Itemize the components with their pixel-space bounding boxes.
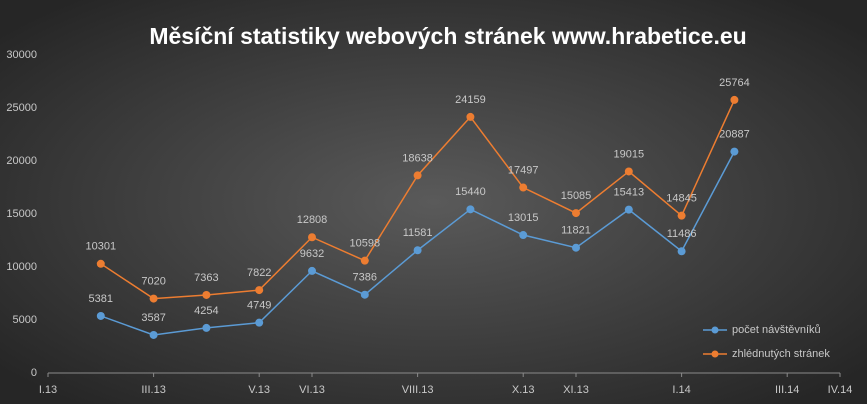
x-tick-label: XI.13 [563, 384, 589, 396]
data-label: 11581 [403, 227, 433, 239]
legend-label: počet návštěvníků [732, 324, 821, 336]
x-tick-label: I.14 [672, 384, 690, 396]
data-label: 17497 [508, 164, 539, 176]
data-label: 20887 [719, 129, 750, 141]
data-point [308, 233, 316, 242]
data-label: 15085 [561, 190, 592, 202]
data-label: 10301 [86, 241, 117, 253]
data-label: 19015 [614, 148, 645, 160]
data-label: 25764 [719, 77, 750, 89]
data-point [96, 311, 105, 320]
x-tick-label: VIII.13 [402, 384, 434, 396]
data-label: 12808 [297, 214, 328, 226]
data-point [255, 286, 264, 295]
data-point [202, 323, 211, 332]
data-point [202, 290, 211, 299]
data-label: 15440 [455, 186, 486, 198]
y-tick-label: 5000 [13, 314, 37, 326]
data-point [413, 171, 422, 180]
data-point [677, 211, 686, 220]
data-point [519, 231, 528, 240]
data-label: 11486 [667, 228, 697, 240]
y-tick-label: 25000 [6, 102, 37, 114]
data-point [255, 318, 264, 327]
data-point [360, 290, 369, 299]
data-label: 18638 [402, 152, 433, 164]
data-point [572, 209, 580, 218]
data-label: 7363 [194, 272, 218, 284]
data-point [96, 259, 105, 268]
data-label: 15413 [614, 187, 645, 199]
data-point [413, 246, 422, 255]
data-point [466, 112, 475, 121]
data-point [624, 205, 633, 214]
data-point [149, 330, 158, 339]
data-label: 9632 [300, 248, 324, 260]
x-tick-label: VI.13 [299, 384, 325, 396]
legend-label: zhlédnutých stránek [732, 348, 830, 360]
y-tick-label: 20000 [6, 155, 37, 167]
data-point [519, 183, 528, 192]
data-label: 5381 [89, 293, 113, 305]
data-label: 11821 [561, 225, 591, 237]
x-tick-label: IV.14 [828, 384, 853, 396]
y-tick-label: 10000 [6, 261, 37, 273]
data-point [624, 167, 633, 176]
data-point [360, 256, 369, 265]
y-tick-label: 30000 [6, 49, 37, 61]
chart-title: Měsíční statistiky webových stránek www.… [149, 23, 746, 49]
x-tick-label: III.13 [141, 384, 165, 396]
data-point [149, 294, 158, 303]
x-tick-label: III.14 [775, 384, 799, 396]
data-point [466, 205, 475, 214]
data-label: 14845 [666, 193, 697, 205]
data-point [730, 95, 739, 104]
data-label: 13015 [508, 212, 539, 224]
data-label: 3587 [141, 312, 165, 324]
data-label: 7386 [353, 272, 377, 284]
data-label: 7020 [141, 275, 165, 287]
x-tick-label: X.13 [512, 384, 535, 396]
legend-marker [711, 350, 719, 358]
data-point [308, 266, 316, 275]
data-label: 4749 [247, 300, 271, 312]
legend-marker [711, 326, 719, 334]
y-tick-label: 0 [31, 367, 37, 379]
y-tick-label: 15000 [6, 208, 37, 220]
data-point [730, 147, 739, 156]
data-point [572, 243, 580, 252]
data-label: 24159 [455, 94, 486, 106]
data-label: 4254 [194, 305, 218, 317]
data-label: 7822 [247, 267, 271, 279]
data-point [677, 247, 686, 256]
data-label: 10598 [350, 238, 381, 250]
x-tick-label: I.13 [39, 384, 57, 396]
x-tick-label: V.13 [248, 384, 270, 396]
